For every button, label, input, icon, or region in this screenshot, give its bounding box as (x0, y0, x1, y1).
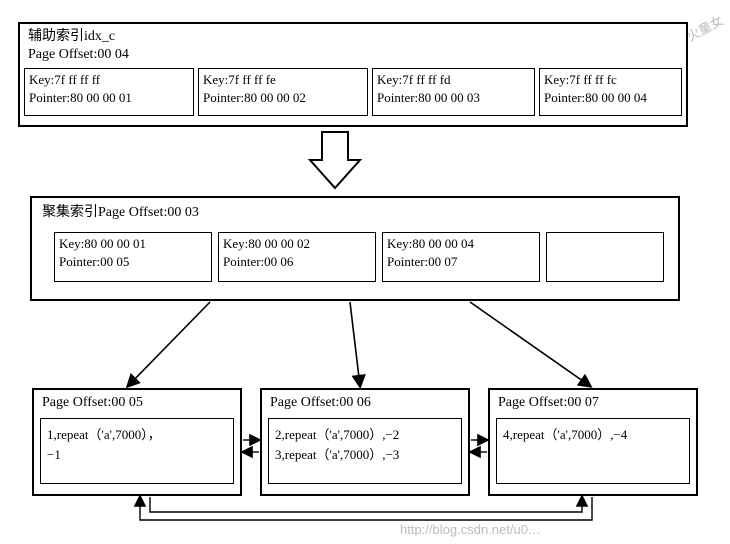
watermark-corner: 火童女 (683, 10, 726, 45)
clustered-index-title: 聚集索引Page Offset:00 03 (42, 204, 199, 222)
watermark-bottom: http://blog.csdn.net/u0… (400, 522, 541, 537)
clu-cell-0-key: Key:80 00 00 01 (59, 235, 207, 253)
sec-cell-1: Key:7f ff ff fe Pointer:80 00 00 02 (198, 68, 368, 116)
leaf-1-line-1: 3,repeat（'a',7000）,−3 (275, 445, 455, 465)
sec-cell-3-ptr: Pointer:80 00 00 04 (544, 89, 677, 107)
clu-cell-2-ptr: Pointer:00 07 (387, 253, 535, 271)
secondary-index-offset: Page Offset:00 04 (28, 46, 129, 64)
sec-cell-2-ptr: Pointer:80 00 00 03 (377, 89, 530, 107)
clu-cell-1: Key:80 00 00 02 Pointer:00 06 (218, 232, 376, 282)
sec-cell-2-key: Key:7f ff ff fd (377, 71, 530, 89)
leaf-0-content: 1,repeat（'a',7000）， −1 (40, 418, 234, 484)
leaf-0-line-1: −1 (47, 445, 227, 465)
sec-cell-0: Key:7f ff ff ff Pointer:80 00 00 01 (24, 68, 194, 116)
sec-cell-3-key: Key:7f ff ff fc (544, 71, 677, 89)
clu-cell-1-ptr: Pointer:00 06 (223, 253, 371, 271)
leaf-2-line-0: 4,repeat（'a',7000）,−4 (503, 425, 683, 445)
clu-cell-1-key: Key:80 00 00 02 (223, 235, 371, 253)
sec-cell-2: Key:7f ff ff fd Pointer:80 00 00 03 (372, 68, 535, 116)
clu-cell-2-key: Key:80 00 00 04 (387, 235, 535, 253)
leaf-2-content: 4,repeat（'a',7000）,−4 (496, 418, 690, 484)
clu-cell-0: Key:80 00 00 01 Pointer:00 05 (54, 232, 212, 282)
secondary-index-title: 辅助索引idx_c (28, 28, 115, 46)
leaf-1-line-0: 2,repeat（'a',7000）,−2 (275, 425, 455, 445)
sec-cell-3: Key:7f ff ff fc Pointer:80 00 00 04 (539, 68, 682, 116)
hollow-arrow-icon (310, 132, 360, 188)
leaf-1-offset: Page Offset:00 06 (270, 394, 371, 412)
sec-cell-1-ptr: Pointer:80 00 00 02 (203, 89, 363, 107)
leaf-0-line-0: 1,repeat（'a',7000）， (47, 425, 227, 445)
leaf-1-content: 2,repeat（'a',7000）,−2 3,repeat（'a',7000）… (268, 418, 462, 484)
sec-cell-0-ptr: Pointer:80 00 00 01 (29, 89, 189, 107)
clu-cell-empty (546, 232, 664, 282)
clu-cell-0-ptr: Pointer:00 05 (59, 253, 207, 271)
leaf-2-offset: Page Offset:00 07 (498, 394, 599, 412)
clu-cell-2: Key:80 00 00 04 Pointer:00 07 (382, 232, 540, 282)
sec-cell-0-key: Key:7f ff ff ff (29, 71, 189, 89)
diagram-canvas: 辅助索引idx_c Page Offset:00 04 Key:7f ff ff… (0, 0, 730, 544)
leaf-0-offset: Page Offset:00 05 (42, 394, 143, 412)
sec-cell-1-key: Key:7f ff ff fe (203, 71, 363, 89)
